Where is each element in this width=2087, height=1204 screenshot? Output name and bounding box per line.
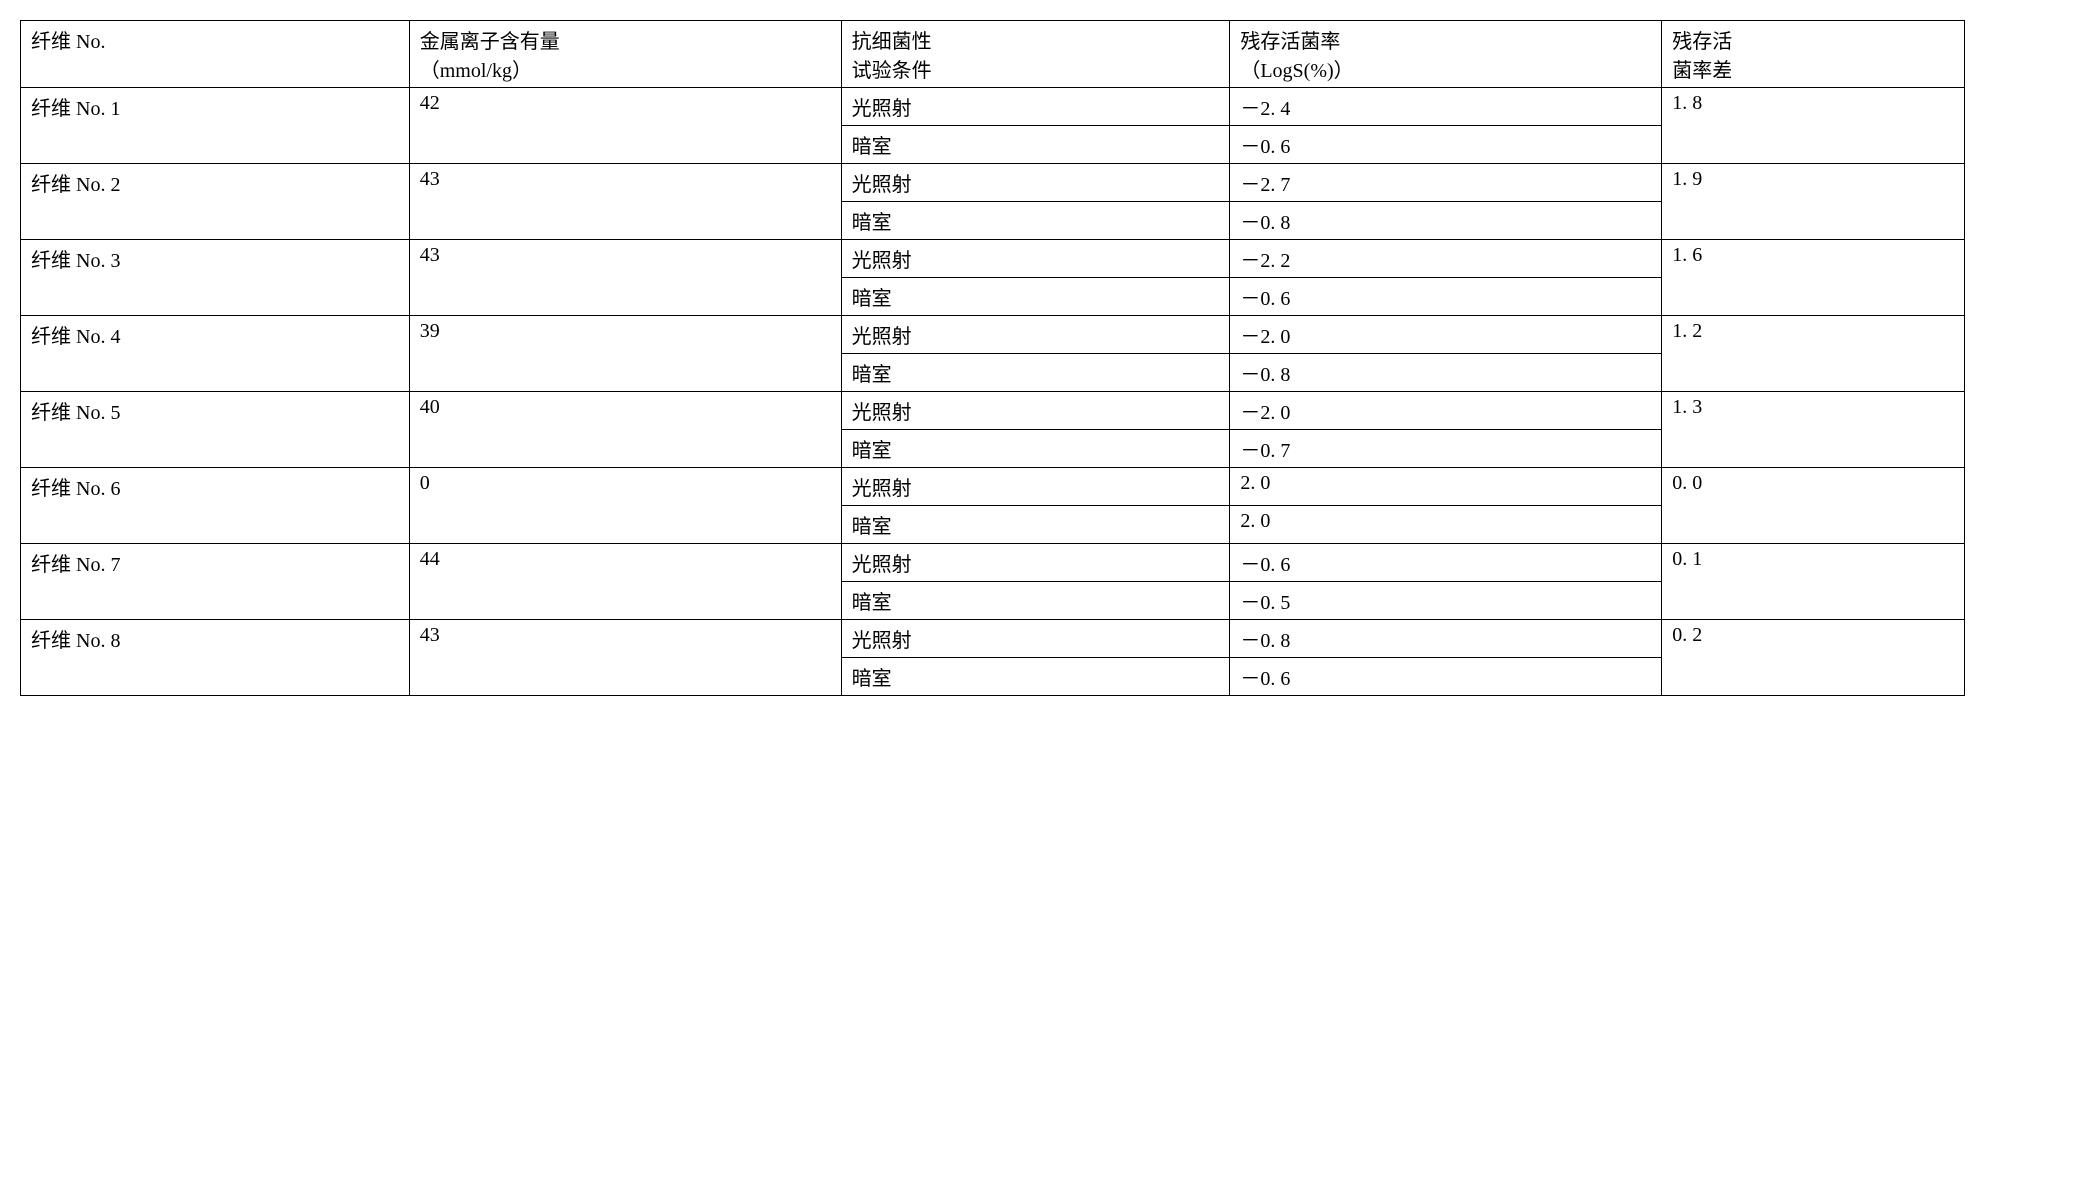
cell-condition: 暗室 [841,582,1230,620]
cell-condition: 暗室 [841,354,1230,392]
col-fiber-no: 纤维 No. [21,21,410,88]
cell-fiber: 纤维 No. 8 [21,620,410,696]
cell-logs: －0. 6 [1230,658,1662,696]
cell-diff: 1. 3 [1662,392,1964,468]
cell-condition: 光照射 [841,316,1230,354]
cell-logs: －0. 6 [1230,278,1662,316]
cell-fiber: 纤维 No. 1 [21,88,410,164]
table-row: 纤维 No. 4 39 光照射 －2. 0 1. 2 [21,316,1965,354]
cell-logs: －0. 7 [1230,430,1662,468]
cell-condition: 光照射 [841,88,1230,126]
cell-ion: 43 [409,620,841,696]
table-row: 纤维 No. 3 43 光照射 －2. 2 1. 6 [21,240,1965,278]
cell-logs: －2. 4 [1230,88,1662,126]
cell-ion: 44 [409,544,841,620]
cell-logs: 2. 0 [1230,506,1662,544]
cell-diff: 0. 1 [1662,544,1964,620]
col-test-condition: 抗细菌性试验条件 [841,21,1230,88]
cell-fiber: 纤维 No. 6 [21,468,410,544]
cell-condition: 光照射 [841,544,1230,582]
cell-ion: 42 [409,88,841,164]
table-body: 纤维 No. 1 42 光照射 －2. 4 1. 8 暗室 －0. 6 纤维 N… [21,88,1965,696]
table-row: 纤维 No. 2 43 光照射 －2. 7 1. 9 [21,164,1965,202]
cell-fiber: 纤维 No. 7 [21,544,410,620]
col-survival-rate: 残存活菌率（LogS(%)） [1230,21,1662,88]
cell-logs: －0. 6 [1230,544,1662,582]
cell-ion: 40 [409,392,841,468]
table-row: 纤维 No. 1 42 光照射 －2. 4 1. 8 [21,88,1965,126]
cell-fiber: 纤维 No. 3 [21,240,410,316]
table-row: 纤维 No. 5 40 光照射 －2. 0 1. 3 [21,392,1965,430]
cell-condition: 暗室 [841,278,1230,316]
cell-diff: 0. 0 [1662,468,1964,544]
cell-condition: 光照射 [841,240,1230,278]
cell-logs: －2. 2 [1230,240,1662,278]
cell-condition: 暗室 [841,506,1230,544]
fiber-data-table: 纤维 No. 金属离子含有量（mmol/kg） 抗细菌性试验条件 残存活菌率（L… [20,20,1965,696]
cell-condition: 暗室 [841,126,1230,164]
table-row: 纤维 No. 8 43 光照射 －0. 8 0. 2 [21,620,1965,658]
cell-logs: －0. 8 [1230,354,1662,392]
cell-logs: 2. 0 [1230,468,1662,506]
cell-condition: 暗室 [841,658,1230,696]
cell-logs: －2. 0 [1230,392,1662,430]
col-rate-diff: 残存活菌率差 [1662,21,1964,88]
cell-fiber: 纤维 No. 4 [21,316,410,392]
table-row: 纤维 No. 7 44 光照射 －0. 6 0. 1 [21,544,1965,582]
cell-logs: －0. 8 [1230,620,1662,658]
cell-ion: 43 [409,240,841,316]
table-row: 纤维 No. 6 0 光照射 2. 0 0. 0 [21,468,1965,506]
cell-condition: 暗室 [841,430,1230,468]
cell-fiber: 纤维 No. 2 [21,164,410,240]
cell-ion: 39 [409,316,841,392]
cell-ion: 0 [409,468,841,544]
cell-logs: －2. 7 [1230,164,1662,202]
table-header: 纤维 No. 金属离子含有量（mmol/kg） 抗细菌性试验条件 残存活菌率（L… [21,21,1965,88]
cell-condition: 暗室 [841,202,1230,240]
cell-diff: 1. 8 [1662,88,1964,164]
cell-logs: －0. 8 [1230,202,1662,240]
cell-logs: －0. 5 [1230,582,1662,620]
cell-logs: －0. 6 [1230,126,1662,164]
cell-diff: 1. 9 [1662,164,1964,240]
cell-condition: 光照射 [841,468,1230,506]
cell-diff: 1. 2 [1662,316,1964,392]
cell-condition: 光照射 [841,392,1230,430]
cell-logs: －2. 0 [1230,316,1662,354]
cell-diff: 1. 6 [1662,240,1964,316]
cell-fiber: 纤维 No. 5 [21,392,410,468]
col-ion-content: 金属离子含有量（mmol/kg） [409,21,841,88]
cell-condition: 光照射 [841,620,1230,658]
cell-diff: 0. 2 [1662,620,1964,696]
cell-condition: 光照射 [841,164,1230,202]
cell-ion: 43 [409,164,841,240]
